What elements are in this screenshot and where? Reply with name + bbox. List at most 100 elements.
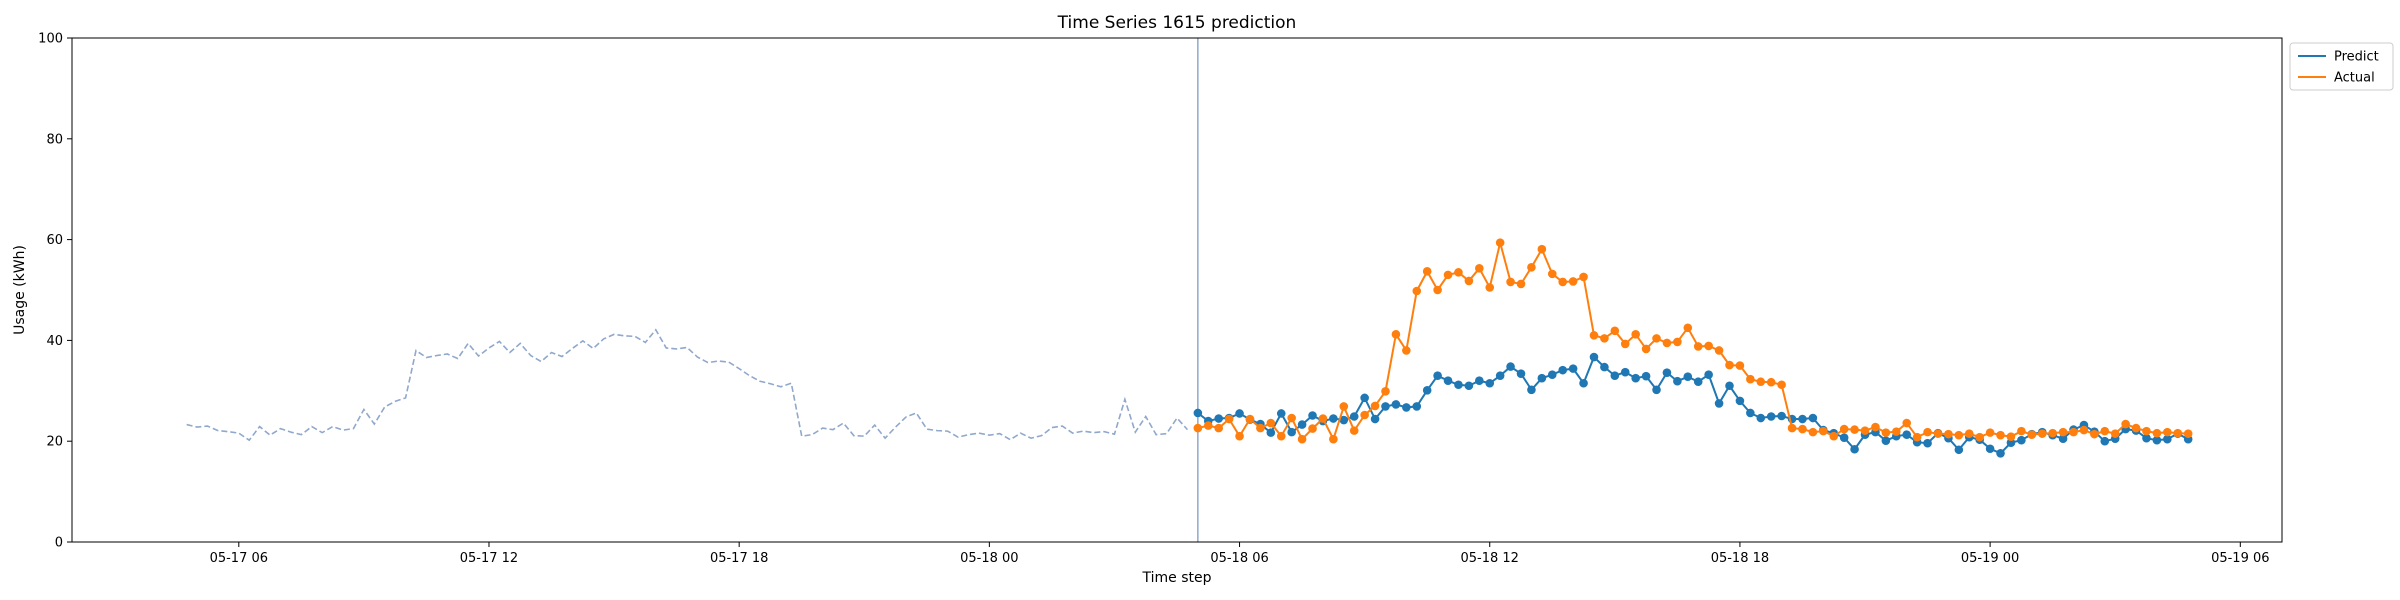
actual-point bbox=[1996, 430, 2005, 440]
actual-point bbox=[1329, 434, 1338, 444]
actual-point bbox=[1819, 426, 1828, 436]
predict-point bbox=[1662, 368, 1672, 377]
actual-point bbox=[1370, 401, 1380, 411]
predict-point bbox=[1735, 396, 1745, 406]
actual-point bbox=[1850, 425, 1859, 434]
actual-point bbox=[1756, 377, 1766, 387]
actual-point bbox=[1631, 330, 1640, 339]
chart-title: Time Series 1615 prediction bbox=[1057, 13, 1297, 33]
y-tick-label: 60 bbox=[46, 233, 63, 248]
actual-point bbox=[1746, 374, 1755, 384]
predict-point bbox=[1266, 428, 1276, 437]
y-tick-label: 100 bbox=[38, 32, 63, 47]
actual-point bbox=[2173, 428, 2183, 438]
actual-point bbox=[2027, 430, 2037, 439]
predict-point bbox=[1339, 415, 1349, 425]
x-tick-label: 05-19 06 bbox=[2211, 551, 2269, 566]
legend-label: Actual bbox=[2334, 71, 2375, 86]
actual-point bbox=[1860, 426, 1870, 435]
predict-point bbox=[1433, 371, 1442, 380]
predict-point bbox=[1443, 376, 1453, 386]
predict-point bbox=[1402, 403, 1411, 412]
predict-point bbox=[1902, 430, 1912, 439]
actual-point bbox=[1891, 427, 1901, 436]
actual-point bbox=[1902, 418, 1912, 428]
x-tick-label: 05-17 06 bbox=[210, 551, 268, 566]
predict-point bbox=[1850, 444, 1859, 454]
predict-point bbox=[1652, 385, 1661, 395]
actual-point bbox=[1402, 346, 1411, 355]
actual-point bbox=[1829, 431, 1839, 441]
actual-point bbox=[1287, 413, 1296, 423]
actual-point bbox=[1662, 338, 1672, 348]
actual-point bbox=[1798, 424, 1807, 434]
predict-point bbox=[1547, 370, 1557, 379]
actual-point bbox=[1985, 428, 1995, 437]
predict-point bbox=[1600, 362, 1609, 372]
actual-point bbox=[1339, 402, 1349, 411]
actual-point bbox=[1454, 268, 1463, 277]
actual-point bbox=[1495, 238, 1505, 247]
predict-point bbox=[1996, 449, 2005, 458]
predict-point bbox=[2142, 433, 2151, 443]
actual-point bbox=[1422, 267, 1432, 276]
predict-point bbox=[1214, 414, 1223, 423]
actual-point bbox=[2090, 429, 2099, 439]
predict-point bbox=[1287, 427, 1296, 437]
actual-point bbox=[1683, 323, 1693, 333]
actual-point bbox=[2183, 429, 2193, 438]
predict-point bbox=[1568, 364, 1578, 373]
x-tick-label: 05-19 00 bbox=[1961, 551, 2019, 566]
predict-point bbox=[1766, 412, 1776, 421]
x-axis-label: Time step bbox=[1142, 570, 1212, 586]
actual-point bbox=[1766, 377, 1776, 387]
predict-point bbox=[1808, 413, 1818, 423]
actual-point bbox=[2131, 423, 2141, 433]
x-tick-label: 05-18 00 bbox=[960, 551, 1018, 566]
predict-point bbox=[1235, 409, 1244, 418]
legend: Predict Actual bbox=[2289, 42, 2394, 91]
actual-point bbox=[1224, 414, 1234, 424]
actual-point bbox=[1568, 277, 1578, 286]
predict-point bbox=[1370, 414, 1380, 424]
actual-point bbox=[1975, 432, 1984, 442]
actual-point bbox=[1912, 432, 1922, 442]
predict-point bbox=[2017, 435, 2026, 445]
y-tick-label: 80 bbox=[46, 132, 63, 147]
x-tick-label: 05-18 18 bbox=[1711, 551, 1769, 566]
actual-point bbox=[2069, 427, 2078, 437]
predict-point bbox=[1391, 400, 1401, 409]
plot-area bbox=[71, 37, 2283, 543]
predict-point bbox=[1527, 385, 1536, 395]
actual-point bbox=[1349, 426, 1359, 435]
predict-point bbox=[1881, 436, 1891, 446]
actual-point bbox=[1412, 286, 1422, 296]
x-tick-label: 05-17 18 bbox=[710, 551, 768, 566]
predict-point bbox=[2152, 435, 2162, 445]
predict-point bbox=[1985, 444, 1995, 454]
actual-point bbox=[1944, 429, 1953, 439]
actual-point bbox=[1558, 277, 1568, 287]
actual-point bbox=[1881, 428, 1891, 437]
predict-point bbox=[1558, 365, 1568, 375]
actual-point bbox=[1527, 263, 1536, 272]
actual-point bbox=[1693, 342, 1703, 351]
x-axis: 05-17 06 05-17 12 05-17 18 05-18 00 05-18 06… bbox=[210, 542, 2270, 566]
predict-point bbox=[1641, 371, 1651, 381]
actual-point bbox=[1516, 279, 1526, 289]
predict-point bbox=[1714, 399, 1724, 408]
predict-point bbox=[1506, 362, 1515, 371]
predict-point bbox=[1631, 373, 1640, 383]
actual-point bbox=[1318, 414, 1328, 423]
actual-point bbox=[1725, 360, 1734, 370]
predict-point bbox=[1537, 373, 1547, 383]
actual-point bbox=[1443, 270, 1453, 280]
actual-point bbox=[1547, 269, 1557, 279]
predict-point bbox=[1610, 371, 1620, 380]
predict-point bbox=[1746, 408, 1755, 418]
legend-box bbox=[2289, 42, 2394, 91]
history-line bbox=[186, 328, 1189, 442]
actual-point bbox=[1308, 424, 1317, 433]
actual-point bbox=[1777, 380, 1786, 390]
